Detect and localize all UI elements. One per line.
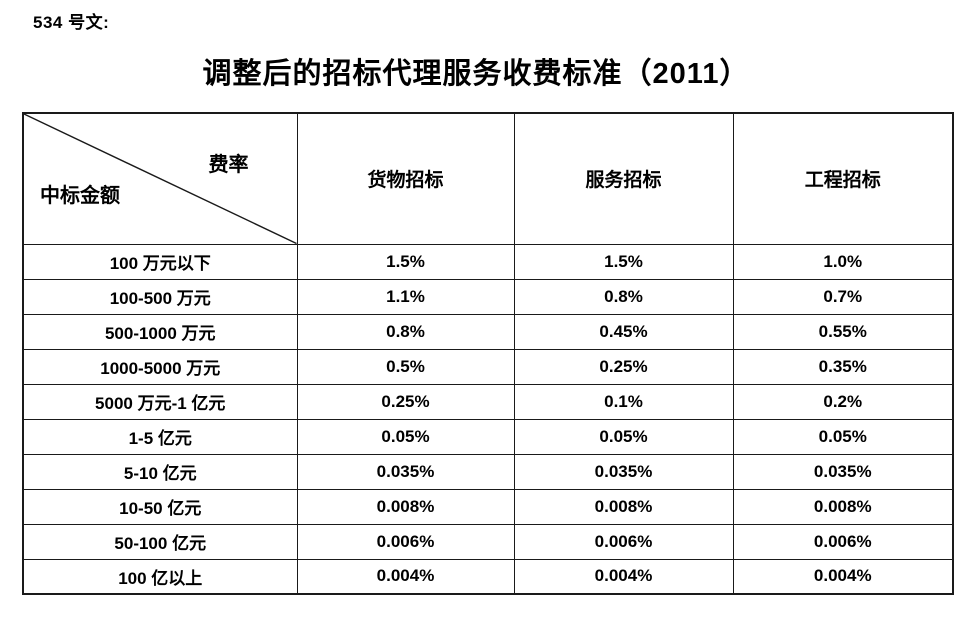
rate-cell: 1.1%	[296, 278, 515, 315]
diagonal-corner-cell: 费率 中标金额	[22, 112, 298, 245]
rate-cell: 0.006%	[513, 523, 734, 560]
table-row: 500-1000 万元 0.8% 0.45% 0.55%	[22, 313, 954, 350]
rate-cell: 0.25%	[513, 348, 734, 385]
rate-cell: 0.55%	[732, 313, 954, 350]
table-header-row: 费率 中标金额 货物招标 服务招标 工程招标	[22, 112, 954, 245]
fee-table-body: 100 万元以下 1.5% 1.5% 1.0% 100-500 万元 1.1% 0.8% 0.…	[22, 243, 954, 595]
rate-cell: 1.5%	[296, 243, 515, 280]
rate-cell: 0.05%	[732, 418, 954, 455]
rate-cell: 0.006%	[296, 523, 515, 560]
rate-cell: 0.25%	[296, 383, 515, 420]
rate-cell: 0.035%	[296, 453, 515, 490]
rate-cell: 0.05%	[513, 418, 734, 455]
column-header-goods: 货物招标	[296, 112, 515, 245]
table-row: 5000 万元-1 亿元 0.25% 0.1% 0.2%	[22, 383, 954, 420]
rate-cell: 0.008%	[732, 488, 954, 525]
rate-cell: 0.7%	[732, 278, 954, 315]
amount-cell: 100 亿以上	[22, 558, 298, 595]
column-header-services: 服务招标	[513, 112, 734, 245]
table-row: 1-5 亿元 0.05% 0.05% 0.05%	[22, 418, 954, 455]
table-row: 100-500 万元 1.1% 0.8% 0.7%	[22, 278, 954, 315]
table-row: 10-50 亿元 0.008% 0.008% 0.008%	[22, 488, 954, 525]
rate-cell: 0.35%	[732, 348, 954, 385]
rate-cell: 0.035%	[513, 453, 734, 490]
rate-cell: 0.1%	[513, 383, 734, 420]
rate-cell: 0.5%	[296, 348, 515, 385]
amount-cell: 100 万元以下	[22, 243, 298, 280]
table-row: 5-10 亿元 0.035% 0.035% 0.035%	[22, 453, 954, 490]
rate-cell: 0.008%	[513, 488, 734, 525]
rate-cell: 1.5%	[513, 243, 734, 280]
rate-cell: 0.8%	[296, 313, 515, 350]
table-row: 100 亿以上 0.004% 0.004% 0.004%	[22, 558, 954, 595]
table-row: 1000-5000 万元 0.5% 0.25% 0.35%	[22, 348, 954, 385]
rate-cell: 0.8%	[513, 278, 734, 315]
amount-cell: 50-100 亿元	[22, 523, 298, 560]
rate-cell: 0.004%	[732, 558, 954, 595]
table-row: 50-100 亿元 0.006% 0.006% 0.006%	[22, 523, 954, 560]
rate-cell: 0.004%	[513, 558, 734, 595]
amount-cell: 1-5 亿元	[22, 418, 298, 455]
column-header-engineering: 工程招标	[732, 112, 954, 245]
rate-cell: 0.035%	[732, 453, 954, 490]
corner-label-rate: 费率	[208, 154, 249, 176]
diagonal-divider-line	[24, 114, 297, 244]
amount-cell: 5000 万元-1 亿元	[22, 383, 298, 420]
rate-cell: 0.05%	[296, 418, 515, 455]
rate-cell: 0.004%	[296, 558, 515, 595]
amount-cell: 100-500 万元	[22, 278, 298, 315]
rate-cell: 0.008%	[296, 488, 515, 525]
corner-label-amount: 中标金额	[40, 184, 120, 207]
fee-rate-table: 费率 中标金额 货物招标 服务招标 工程招标 100 万元以下 1.5% 1.5% 1…	[22, 112, 954, 595]
amount-cell: 1000-5000 万元	[22, 348, 298, 385]
document-number-label: 534 号文:	[33, 13, 110, 32]
rate-cell: 0.2%	[732, 383, 954, 420]
page-title: 调整后的招标代理服务收费标准（2011）	[202, 58, 750, 90]
rate-cell: 1.0%	[732, 243, 954, 280]
rate-cell: 0.45%	[513, 313, 734, 350]
amount-cell: 10-50 亿元	[22, 488, 298, 525]
rate-cell: 0.006%	[732, 523, 954, 560]
amount-cell: 5-10 亿元	[22, 453, 298, 490]
amount-cell: 500-1000 万元	[22, 313, 298, 350]
table-row: 100 万元以下 1.5% 1.5% 1.0%	[22, 243, 954, 280]
